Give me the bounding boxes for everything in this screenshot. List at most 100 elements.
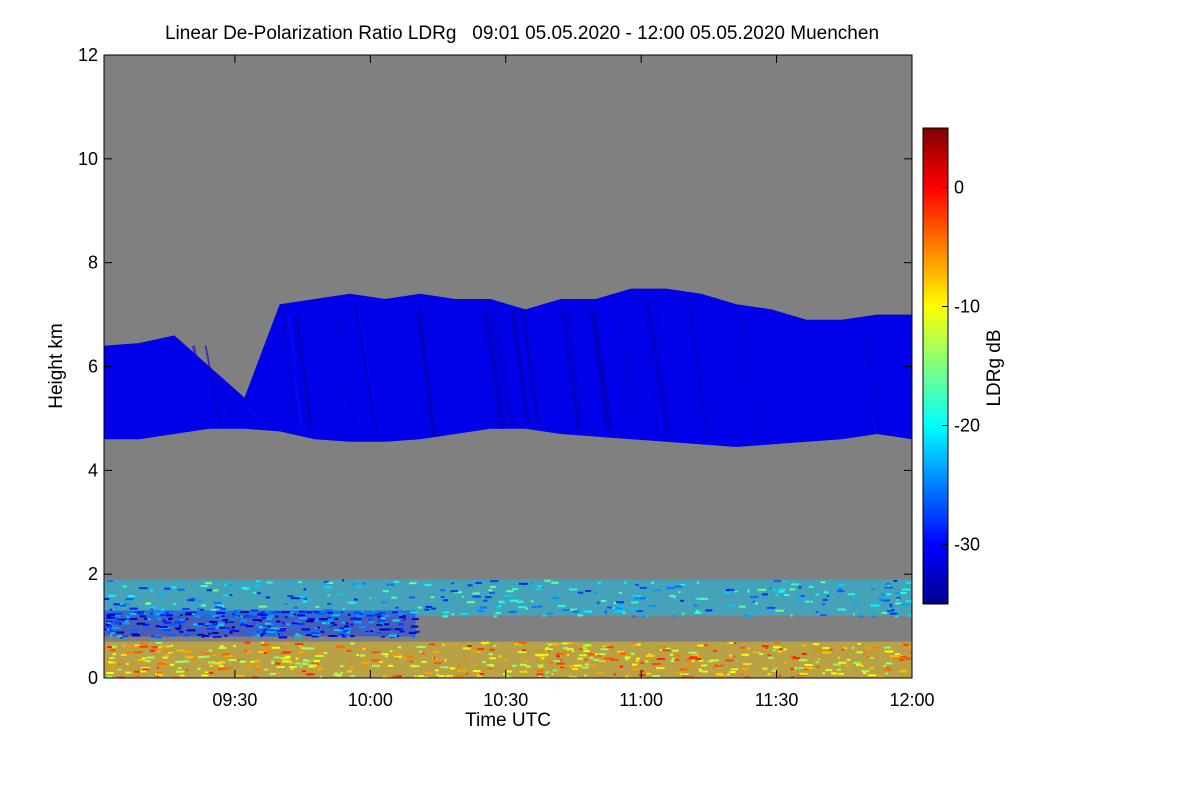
lidar-pixel: [308, 665, 315, 668]
lidar-pixel: [377, 615, 382, 618]
lidar-pixel: [904, 646, 911, 649]
lidar-pixel: [896, 598, 899, 601]
lidar-pixel: [471, 650, 477, 653]
lidar-pixel: [297, 651, 306, 654]
lidar-pixel: [270, 629, 275, 632]
lidar-pixel: [286, 623, 290, 626]
lidar-pixel: [229, 594, 233, 596]
lidar-pixel: [837, 608, 846, 611]
lidar-pixel: [815, 611, 819, 613]
lidar-pixel: [514, 643, 523, 646]
lidar-pixel: [565, 648, 574, 651]
lidar-pixel: [506, 590, 514, 593]
lidar-pixel: [484, 596, 492, 599]
lidar-pixel: [274, 611, 281, 614]
lidar-pixel: [340, 665, 344, 668]
lidar-pixel: [636, 657, 640, 660]
lidar-pixel: [336, 645, 345, 648]
fall-streak: [247, 407, 265, 425]
lidar-pixel: [886, 593, 892, 596]
lidar-pixel: [126, 615, 130, 618]
lidar-pixel: [449, 667, 456, 670]
x-tick-label: 11:30: [755, 690, 799, 710]
lidar-pixel: [490, 585, 497, 588]
lidar-pixel: [341, 635, 347, 638]
lidar-pixel: [199, 608, 204, 611]
lidar-pixel: [619, 665, 624, 668]
lidar-pixel: [135, 627, 138, 630]
lidar-pixel: [553, 660, 560, 663]
lidar-pixel: [783, 648, 787, 651]
fall-streak: [510, 309, 530, 424]
lidar-pixel: [152, 616, 161, 619]
lidar-pixel: [409, 582, 417, 585]
lidar-pixel: [739, 605, 746, 608]
lidar-pixel: [201, 674, 209, 677]
lidar-pixel: [907, 614, 912, 617]
lidar-pixel: [623, 581, 627, 584]
lidar-pixel: [679, 668, 688, 671]
lidar-pixel: [285, 641, 290, 644]
lidar-pixel: [900, 603, 909, 606]
fall-streak: [864, 330, 882, 435]
fall-streak: [494, 309, 518, 424]
lidar-pixel: [381, 653, 389, 656]
lidar-pixel: [629, 607, 638, 610]
lidar-pixel: [493, 645, 497, 648]
lidar-pixel: [368, 618, 372, 621]
lidar-pixel: [443, 599, 448, 602]
lidar-pixel: [253, 616, 258, 619]
lidar-pixel: [457, 664, 460, 667]
lidar-pixel: [213, 601, 222, 604]
lidar-pixel: [475, 672, 481, 675]
lidar-pixel: [115, 622, 120, 625]
lidar-pixel: [632, 663, 638, 666]
lidar-pixel: [375, 632, 382, 634]
lidar-pixel: [162, 656, 168, 659]
lidar-pixel: [131, 633, 139, 636]
lidar-pixel: [462, 647, 471, 650]
lidar-pixel: [777, 650, 783, 653]
lidar-pixel: [315, 618, 318, 621]
lidar-pixel: [639, 597, 647, 600]
lidar-pixel: [170, 644, 174, 647]
lidar-pixel: [278, 636, 288, 639]
lidar-pixel: [553, 669, 558, 672]
lidar-pixel: [561, 609, 570, 611]
fall-streak: [654, 298, 671, 435]
lidar-pixel: [381, 601, 388, 604]
lidar-pixel: [537, 605, 543, 608]
lidar-pixel: [747, 647, 750, 650]
lidar-pixel: [157, 617, 161, 620]
lidar-pixel: [318, 667, 323, 670]
lidar-pixel: [424, 583, 432, 586]
lidar-pixel: [125, 652, 133, 654]
chart-title: Linear De-Polarization Ratio LDRg 09:01 …: [165, 23, 879, 44]
lidar-pixel: [551, 673, 554, 676]
lidar-pixel: [883, 664, 887, 667]
lidar-pixel: [822, 647, 830, 649]
lidar-pixel: [160, 645, 168, 648]
lidar-pixel: [271, 660, 275, 663]
lidar-pixel: [797, 674, 806, 677]
lidar-pixel: [838, 661, 847, 664]
lidar-pixel: [126, 663, 129, 665]
lidar-pixel: [871, 615, 876, 618]
lidar-pixel: [154, 636, 162, 639]
lidar-pixel: [884, 586, 893, 589]
axis-ticks: 0 2 4 6 8 10 12 09:30 10:00 10:30 11:00 11:30 12:00: [78, 45, 935, 710]
lidar-pixel: [802, 644, 806, 647]
lidar-pixel: [765, 647, 768, 650]
lidar-pixel: [477, 610, 484, 612]
lidar-pixel: [142, 623, 150, 626]
lidar-pixel: [359, 626, 366, 629]
lidar-pixel: [410, 611, 419, 614]
lidar-pixel: [594, 654, 602, 657]
lidar-pixel: [350, 623, 354, 626]
lidar-pixel: [142, 668, 150, 671]
lidar-pixel: [453, 591, 463, 594]
lidar-pixel: [356, 586, 362, 588]
lidar-pixel: [128, 645, 132, 648]
lidar-pixel: [281, 657, 290, 660]
lidar-pixel: [551, 597, 560, 599]
